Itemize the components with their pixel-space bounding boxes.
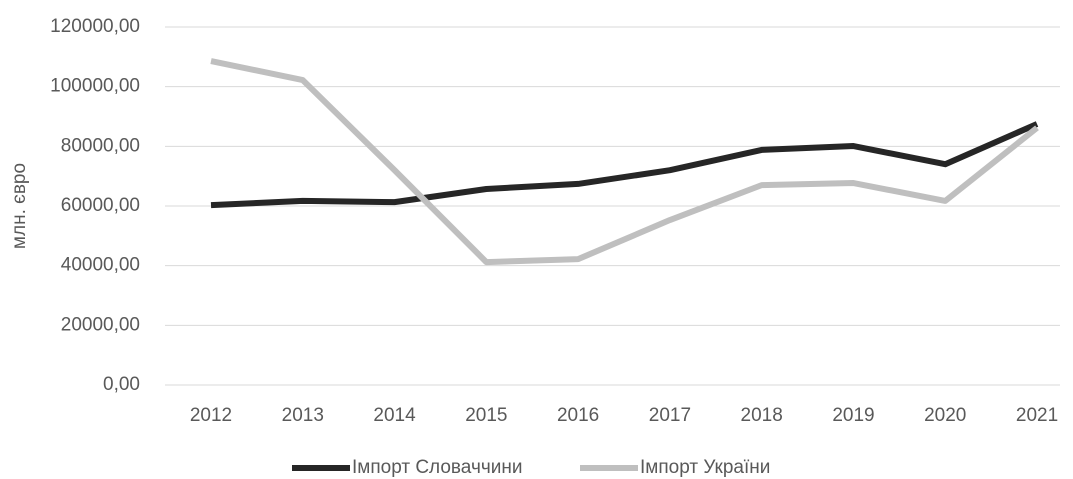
x-tick-label: 2012 [190,405,232,426]
legend-label: Імпорт України [640,457,770,478]
x-tick-label: 2014 [373,405,416,426]
x-tick-label: 2017 [649,405,691,426]
y-tick-label: 20000,00 [61,314,140,335]
y-tick-label: 0,00 [103,374,140,395]
x-tick-label: 2019 [832,405,874,426]
y-axis-label: млн. євро [9,163,30,249]
x-tick-label: 2015 [465,405,507,426]
legend-label: Імпорт Словаччини [352,457,522,478]
x-tick-label: 2020 [924,405,966,426]
y-tick-label: 60000,00 [61,195,140,216]
x-tick-label: 2013 [282,405,324,426]
y-tick-label: 40000,00 [61,255,140,276]
x-tick-label: 2021 [1016,405,1058,426]
y-tick-label: 80000,00 [61,135,140,156]
y-tick-label: 100000,00 [50,76,140,97]
series-line [210,58,1039,266]
x-tick-label: 2016 [557,405,599,426]
x-tick-label: 2018 [741,405,783,426]
series-line [210,121,1039,209]
y-tick-label: 120000,00 [50,16,140,37]
